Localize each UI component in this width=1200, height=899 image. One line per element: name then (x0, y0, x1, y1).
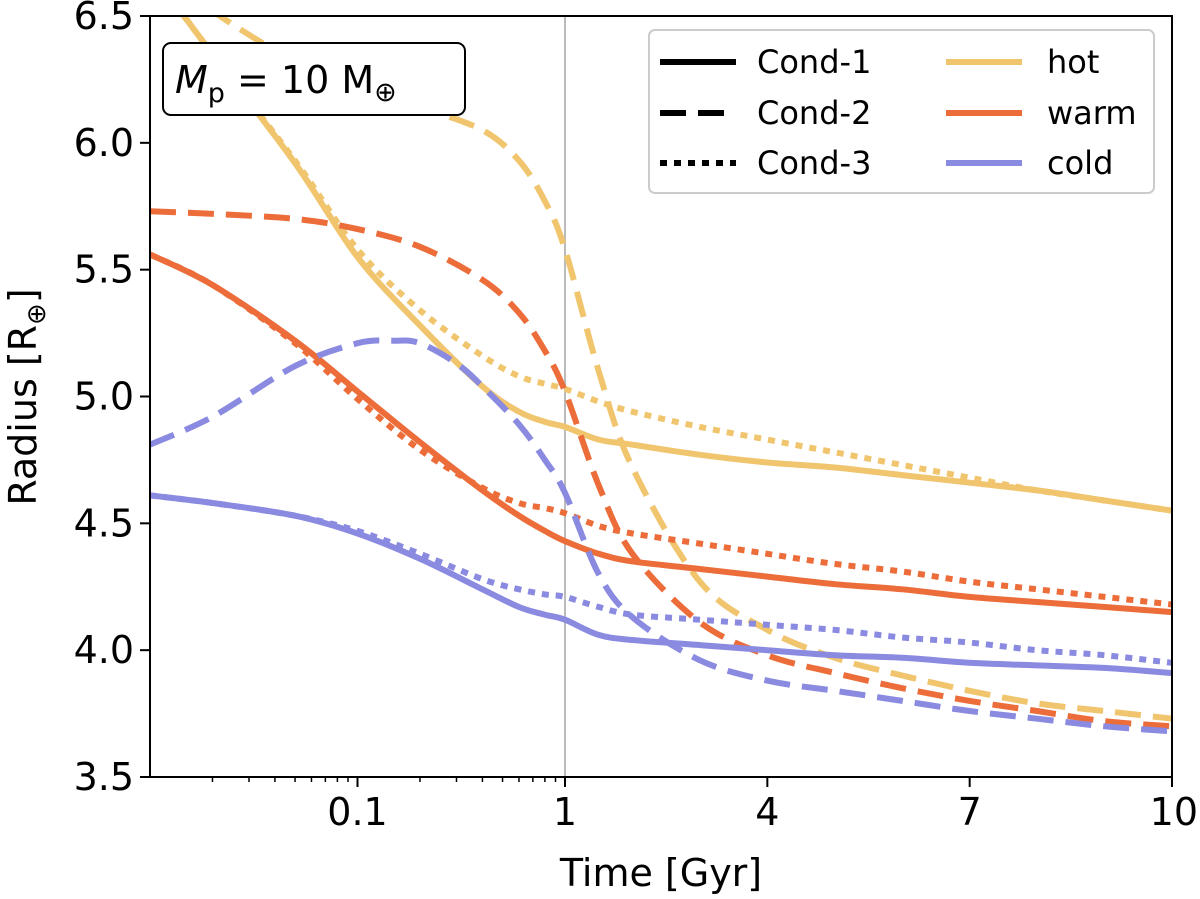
y-axis-label: Radius [R⊕] (1, 288, 52, 505)
x-tick-label: 0.1 (327, 790, 387, 834)
y-tick-label: 4.5 (74, 501, 134, 545)
x-tick-label: 1 (553, 790, 577, 834)
legend-label-cold: cold (1047, 144, 1113, 182)
y-axis-label-subscript: ⊕ (22, 303, 52, 325)
y-tick-label: 6.0 (74, 121, 134, 165)
x-tick-label: 7 (958, 790, 982, 834)
svg-text:Mp = 10 M⊕: Mp = 10 M⊕ (175, 58, 397, 109)
legend-label-cond-1: Cond-1 (757, 43, 871, 81)
y-tick-label: 3.5 (74, 755, 134, 799)
series-hot-cond-1 (180, 16, 1172, 514)
series-hot-cond-3 (180, 16, 1172, 514)
series-warm-cond-1 (150, 251, 1172, 616)
planet-mass-annotation: Mp = 10 M⊕ (162, 42, 466, 116)
legend-label-hot: hot (1047, 43, 1099, 81)
legend-label-warm: warm (1047, 94, 1137, 132)
y-tick-label: 5.5 (74, 248, 134, 292)
x-axis-ticks: 0.1 1 4 7 10 (211, 777, 1198, 834)
x-tick-label: 4 (755, 790, 779, 834)
series-warm-cond-2 (150, 208, 1172, 730)
y-tick-label: 6.5 (74, 0, 134, 38)
legend-label-cond-3: Cond-3 (757, 144, 871, 182)
series-cold-cond-2 (150, 337, 1172, 735)
legend-frame (648, 29, 1155, 194)
y-tick-label: 4.0 (74, 628, 134, 672)
x-tick-label: 10 (1150, 790, 1198, 834)
y-axis-ticks: 3.5 4.0 4.5 5.0 5.5 6.0 6.5 (74, 0, 150, 799)
series-cold-cond-3 (150, 492, 1172, 666)
legend-label-cond-2: Cond-2 (757, 94, 871, 132)
x-axis-label: Time [Gyr] (559, 851, 762, 895)
legend: Cond-1 Cond-2 Cond-3 hot warm cold (648, 29, 1155, 194)
y-tick-label: 5.0 (74, 375, 134, 419)
